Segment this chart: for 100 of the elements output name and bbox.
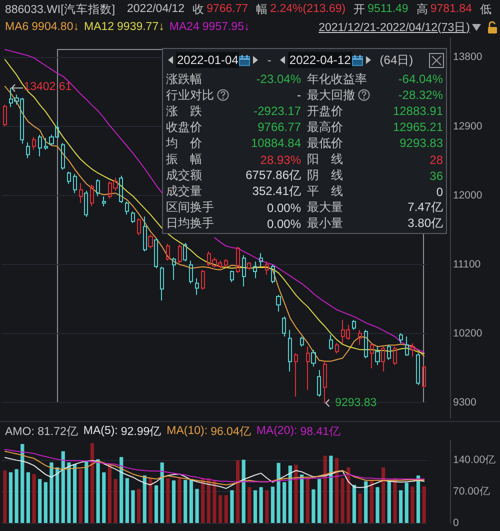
category-label: 幅: [256, 2, 268, 16]
y-tick-label: 13800: [453, 51, 482, 64]
bar: [184, 480, 188, 523]
text: 98.41亿: [300, 424, 342, 438]
text: MA12: [84, 21, 114, 33]
bar: [376, 487, 380, 523]
bar: [265, 490, 269, 523]
bar: [44, 482, 48, 523]
text: -23.04%: [256, 72, 301, 86]
candlestick: [195, 278, 199, 296]
bar: [3, 470, 7, 523]
y-tick-label: 10200: [453, 328, 482, 340]
candlestick: [189, 260, 193, 284]
candlestick: [137, 218, 141, 236]
bar: [224, 495, 228, 523]
bar: [102, 472, 106, 523]
candlestick: [276, 294, 281, 312]
text: 12965.21: [392, 120, 443, 134]
bar: [358, 493, 362, 523]
candlestick: [247, 262, 251, 270]
bar: [120, 457, 124, 523]
bar: [172, 480, 176, 523]
candlestick: [352, 319, 356, 330]
category-label: 涨跌幅: [166, 70, 202, 88]
candlestick: [265, 260, 269, 276]
candlestick: [311, 349, 316, 368]
candlestick: [323, 360, 327, 404]
bar: [148, 478, 152, 523]
bar: [72, 464, 77, 523]
text: 2.24%(213.69): [270, 3, 346, 15]
candlestick: [154, 238, 158, 269]
y-tick-label: 0: [453, 517, 459, 529]
text: 92.99亿: [120, 424, 162, 438]
bar: [160, 462, 164, 523]
category-label: 日均换手: [166, 215, 214, 232]
candlestick: [90, 184, 94, 207]
bar: [26, 472, 30, 523]
text: 2022/04/12: [127, 3, 185, 15]
candlestick: [224, 258, 228, 268]
candlestick: [79, 182, 83, 204]
text: 9293.83: [400, 136, 443, 150]
bar: [248, 487, 252, 523]
bar: [282, 482, 286, 523]
y-tick-label: 12900: [453, 120, 482, 132]
bar: [393, 478, 397, 523]
bar: [20, 444, 24, 523]
candlestick: [317, 369, 321, 398]
category-label: 涨 跌: [166, 102, 202, 120]
text: 352.41亿: [252, 184, 301, 198]
text: MA(20):: [256, 425, 298, 437]
candlestick: [294, 352, 298, 398]
text: 7.47亿: [408, 200, 443, 214]
bar: [218, 495, 222, 523]
bar: [32, 474, 36, 523]
candlestick: [172, 257, 176, 280]
bar: [422, 486, 426, 523]
bar: [236, 460, 240, 523]
category-label: 最高价: [307, 118, 343, 136]
text: 9957.95↓: [202, 21, 250, 33]
bar: [300, 474, 304, 523]
bar: [131, 490, 135, 523]
bar: [276, 462, 280, 523]
candlestick: [119, 175, 123, 204]
bar: [410, 486, 414, 523]
candlestick: [422, 365, 426, 389]
candlestick: [381, 346, 385, 372]
category-label: 振 幅: [166, 151, 202, 168]
category-label: 开: [354, 2, 366, 16]
candlestick: [416, 352, 420, 386]
category-label: 最大量: [307, 199, 343, 216]
text: 0.00%: [266, 216, 301, 231]
bar: [288, 466, 292, 523]
category-label: 最小量: [307, 215, 343, 232]
text: 9766.77: [258, 120, 301, 134]
candlestick: [370, 342, 374, 369]
candlestick: [253, 260, 257, 279]
bar: [8, 472, 13, 523]
bar: [370, 480, 374, 523]
candlestick: [160, 266, 164, 302]
y-tick-label: 140.00亿: [453, 454, 496, 466]
bar: [259, 487, 263, 523]
bar: [61, 451, 65, 523]
candlestick: [61, 142, 65, 170]
bar: [387, 480, 391, 523]
candlestick: [364, 329, 368, 359]
bar: [352, 484, 356, 523]
bar: [67, 462, 71, 523]
candlestick: [67, 171, 71, 184]
candlestick: [44, 138, 48, 150]
bar: [346, 467, 350, 523]
candlestick: [329, 334, 333, 350]
y-tick-label: 11100: [453, 258, 481, 270]
annotation: 2022-04-12: [288, 52, 352, 68]
text: -: [297, 88, 301, 102]
candlestick: [148, 234, 153, 249]
candlestick: [242, 254, 246, 287]
candlestick: [26, 142, 30, 159]
bar: [230, 490, 234, 523]
category-label: 均 价: [166, 134, 202, 152]
text: -28.32%: [398, 88, 443, 102]
